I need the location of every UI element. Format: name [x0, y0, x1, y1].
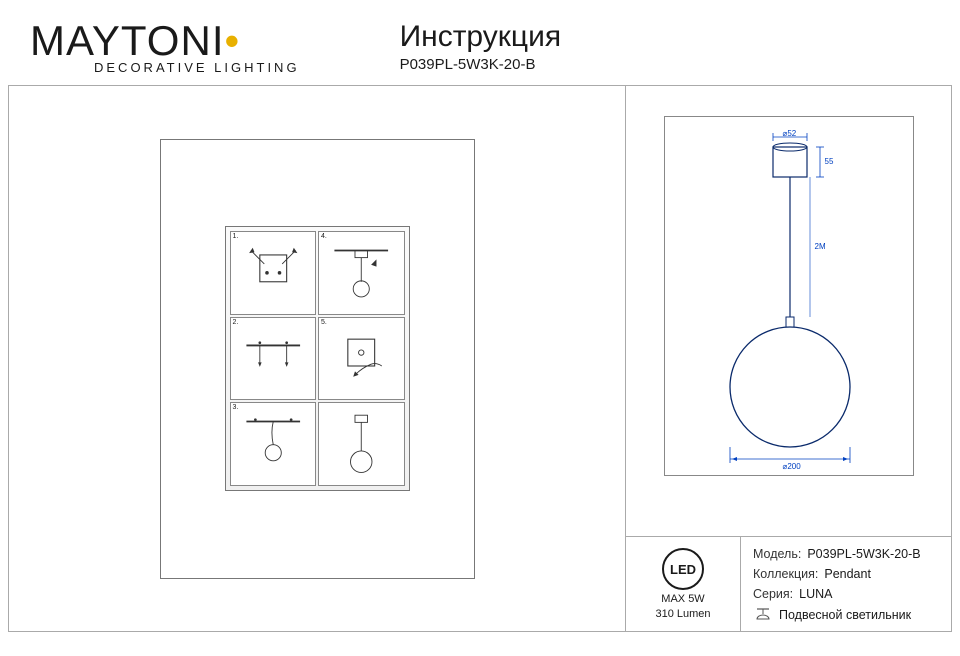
step-5: 5. — [318, 317, 405, 401]
spec-type-value: Подвесной светильник — [779, 608, 911, 622]
schematic-frame: ⌀52 55 2M ⌀200 — [664, 116, 914, 476]
schematic-box: ⌀52 55 2M ⌀200 — [626, 86, 951, 536]
spec-collection: Коллекция: Pendant — [753, 567, 939, 581]
info-row: LED MAX 5W 310 Lumen Модель: P039PL-5W3K… — [626, 536, 951, 631]
spec-series: Серия: LUNA — [753, 587, 939, 601]
step-2-diagram-icon — [233, 320, 314, 398]
dim-cable-length: 2M — [815, 242, 826, 251]
instruction-sheet-outer: 1. 4. — [160, 139, 475, 579]
spec-series-label: Серия: — [753, 587, 793, 601]
header: MAYTONI• DECORATIVE LIGHTING Инструкция … — [0, 0, 960, 85]
page-title: Инструкция — [400, 20, 562, 54]
pendant-schematic-icon — [665, 117, 915, 477]
dim-sphere-dia: ⌀200 — [783, 462, 801, 471]
step-label: 5. — [321, 319, 327, 326]
step-label: 4. — [321, 233, 327, 240]
led-power: MAX 5W — [661, 593, 704, 605]
logo-part3: I — [212, 17, 225, 64]
step-2: 2. — [230, 317, 317, 401]
main-content: 1. 4. — [0, 85, 960, 640]
spec-model-value: P039PL-5W3K-20-B — [807, 547, 920, 561]
logo-dot-icon: • — [224, 17, 240, 64]
led-cell: LED MAX 5W 310 Lumen — [626, 537, 741, 631]
step-label: 3. — [233, 404, 239, 411]
step-6-diagram-icon — [321, 405, 402, 483]
logo-part1: M — [30, 17, 66, 64]
spec-series-value: LUNA — [799, 587, 832, 601]
spec-cell: Модель: P039PL-5W3K-20-B Коллекция: Pend… — [741, 537, 951, 631]
step-label: 2. — [233, 319, 239, 326]
dim-canopy-width: ⌀52 — [783, 129, 797, 138]
sku-code: P039PL-5W3K-20-B — [400, 56, 562, 73]
led-badge-text: LED — [670, 562, 696, 577]
spec-model-label: Модель: — [753, 547, 801, 561]
spec-collection-label: Коллекция: — [753, 567, 818, 581]
step-3: 3. — [230, 402, 317, 486]
spec-model: Модель: P039PL-5W3K-20-B — [753, 547, 939, 561]
step-1-diagram-icon — [233, 234, 314, 312]
step-4: 4. — [318, 231, 405, 315]
pendant-type-icon — [753, 607, 773, 623]
step-3-diagram-icon — [233, 405, 314, 483]
logo-block: MAYTONI• DECORATIVE LIGHTING — [30, 20, 300, 75]
spec-panel: ⌀52 55 2M ⌀200 LED MAX 5W 310 Lumen Моде… — [626, 85, 952, 632]
step-5-diagram-icon — [321, 320, 402, 398]
instruction-sheet-inner: 1. 4. — [225, 226, 410, 491]
dim-canopy-height: 55 — [825, 157, 834, 166]
logo-part2: AYTON — [66, 17, 212, 64]
instruction-panel: 1. 4. — [8, 85, 626, 632]
spec-collection-value: Pendant — [824, 567, 871, 581]
brand-tagline: DECORATIVE LIGHTING — [94, 60, 300, 75]
led-lumen: 310 Lumen — [655, 608, 710, 620]
spec-type: Подвесной светильник — [753, 607, 939, 623]
step-1: 1. — [230, 231, 317, 315]
led-badge-icon: LED — [662, 548, 704, 590]
step-label: 1. — [233, 233, 239, 240]
brand-logo: MAYTONI• — [30, 20, 300, 62]
title-block: Инструкция P039PL-5W3K-20-B — [400, 20, 562, 73]
step-6 — [318, 402, 405, 486]
step-4-diagram-icon — [321, 234, 402, 312]
